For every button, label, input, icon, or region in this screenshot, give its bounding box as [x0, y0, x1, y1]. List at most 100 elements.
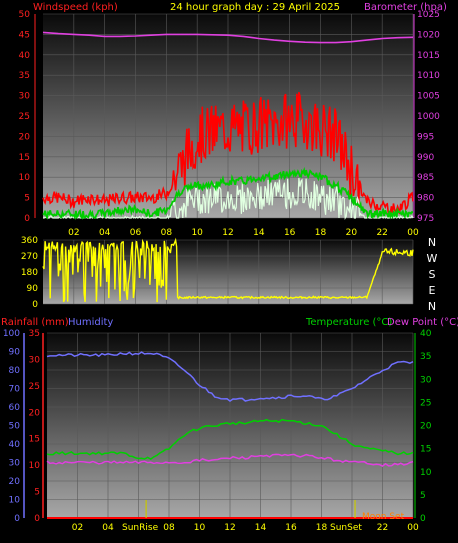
temp-tick-label: 25 [420, 398, 431, 408]
temp-time-tick: 04 [102, 523, 114, 533]
humidity-tick-label: 40 [9, 440, 21, 450]
wind-tick-label: 45 [19, 30, 30, 40]
barometer-series [42, 31, 414, 44]
wind-direction-series [42, 237, 414, 303]
temp-time-tick: 08 [163, 523, 175, 533]
humidity-tick-label: 60 [9, 403, 21, 413]
wind-tick-label: 20 [19, 132, 31, 142]
baro-tick-label: 995 [417, 132, 434, 142]
rain-tick-label: 20 [29, 408, 41, 418]
dewpoint-label: Dew Point (°C) [387, 317, 458, 328]
dir-tick-label: 270 [21, 252, 38, 262]
compass-label-3: E [429, 284, 436, 297]
wind-time-tick: 22 [376, 228, 387, 238]
baro-tick-label: 1025 [417, 10, 440, 20]
rain-tick-label: 35 [29, 329, 40, 339]
barometer-label: Barometer (hpa) [364, 2, 447, 13]
wind-tick-label: 10 [19, 173, 31, 183]
humidity-tick-label: 90 [9, 348, 21, 358]
wind-tick-label: 35 [19, 71, 30, 81]
dir-tick-label: 360 [21, 236, 38, 246]
wind-tick-label: 30 [19, 92, 31, 102]
moonset-label: Moon Set [362, 512, 405, 522]
dir-tick-label: 180 [21, 268, 38, 278]
temp-time-tick: 18 [316, 523, 328, 533]
temp-tick-label: 30 [420, 375, 432, 385]
humidity-tick-label: 100 [3, 329, 20, 339]
wind-time-tick: 04 [99, 228, 111, 238]
baro-tick-label: 1015 [417, 51, 440, 61]
temp-tick-label: 0 [420, 514, 426, 524]
wind-gust-series [42, 92, 414, 216]
axis-layer: 0510152025303540455097598098599099510001… [3, 10, 440, 533]
wind-time-tick: 06 [130, 228, 142, 238]
temp-time-tick: 12 [224, 523, 235, 533]
temperature-label: Temperature (°C) [305, 317, 392, 328]
dir-tick-label: 0 [32, 300, 38, 310]
baro-tick-label: 990 [417, 153, 434, 163]
temp-tick-label: 35 [420, 352, 431, 362]
rain-tick-label: 0 [34, 514, 40, 524]
dewpoint-series [46, 453, 414, 467]
humidity-tick-label: 30 [9, 459, 21, 469]
temp-time-tick: 00 [407, 523, 419, 533]
humidity-tick-label: 50 [9, 422, 21, 432]
wind-time-tick: 14 [253, 228, 265, 238]
rainfall-label: Rainfall (mm) [1, 317, 69, 328]
compass-label-1: W [427, 252, 438, 265]
temp-tick-label: 5 [420, 491, 426, 501]
windspeed-label: Windspeed (kph) [33, 2, 118, 13]
graph-title: 24 hour graph day : 29 April 2025 [170, 2, 340, 13]
wind-average-series [42, 166, 414, 221]
wind-time-tick: 18 [315, 228, 327, 238]
humidity-tick-label: 10 [9, 496, 21, 506]
wind-tick-label: 0 [24, 214, 30, 224]
temp-tick-label: 20 [420, 422, 432, 432]
baro-tick-label: 1010 [417, 71, 440, 81]
temp-tick-label: 15 [420, 445, 431, 455]
baro-tick-label: 985 [417, 173, 434, 183]
humidity-tick-label: 0 [14, 514, 20, 524]
baro-tick-label: 1020 [417, 30, 440, 40]
dir-tick-label: 90 [27, 284, 39, 294]
rain-tick-label: 10 [29, 461, 41, 471]
wind-tick-label: 40 [19, 51, 31, 61]
wind-tick-label: 15 [19, 153, 30, 163]
temp-tick-label: 10 [420, 468, 432, 478]
temp-time-tick: 14 [255, 523, 267, 533]
wind-time-tick: 16 [284, 228, 296, 238]
baro-tick-label: 980 [417, 194, 434, 204]
wind-time-tick: 02 [68, 228, 79, 238]
wind-time-tick: 20 [346, 228, 358, 238]
wind-time-tick: 10 [191, 228, 203, 238]
temp-time-tick: 16 [285, 523, 297, 533]
wind-time-tick: 08 [161, 228, 173, 238]
compass-label-2: S [429, 268, 436, 281]
temp-time-tick: 22 [377, 523, 388, 533]
rain-tick-label: 25 [29, 382, 40, 392]
temp-time-tick: 02 [72, 523, 83, 533]
baro-tick-label: 1005 [417, 92, 440, 102]
wind-time-tick: 12 [222, 228, 233, 238]
series-layer [42, 31, 414, 519]
humidity-series [46, 351, 414, 403]
rain-tick-label: 5 [34, 488, 40, 498]
wind-tick-label: 25 [19, 112, 30, 122]
humidity-tick-label: 20 [9, 477, 21, 487]
rain-tick-label: 30 [29, 355, 41, 365]
baro-tick-label: 975 [417, 214, 434, 224]
sunset-label: SunSet [330, 523, 362, 533]
sunrise-label: SunRise [122, 523, 159, 533]
humidity-label: Humidity [68, 317, 113, 328]
temperature-series [46, 418, 414, 460]
wind-tick-label: 50 [19, 10, 31, 20]
wind-time-tick: 00 [407, 228, 419, 238]
compass-label-0: N [428, 236, 436, 249]
rain-tick-label: 15 [29, 435, 40, 445]
baro-tick-label: 1000 [417, 112, 440, 122]
wind-tick-label: 5 [24, 194, 30, 204]
temp-time-tick: 10 [194, 523, 206, 533]
temp-tick-label: 40 [420, 329, 432, 339]
